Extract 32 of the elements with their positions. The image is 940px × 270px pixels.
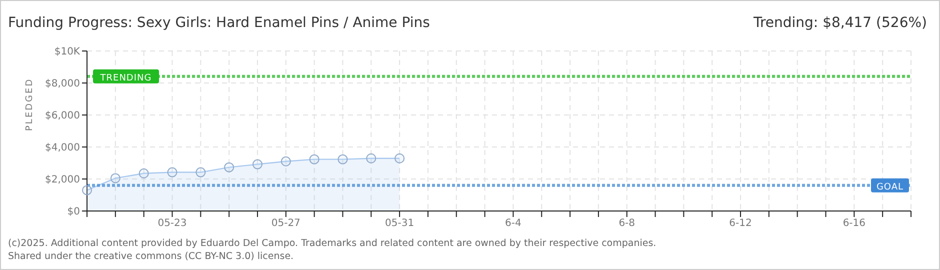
x-tick-label: 6-8	[618, 218, 636, 230]
y-axis-title: PLEDGED	[25, 78, 36, 131]
point	[366, 153, 376, 164]
y-tick-label: $0	[67, 206, 80, 218]
chart-title: Funding Progress: Sexy Girls: Hard Enamel Pins / Anime Pins	[8, 15, 430, 31]
y-tick-label: $8,000	[45, 78, 80, 90]
point	[309, 154, 320, 164]
y-tick-label: $6,000	[45, 110, 80, 122]
x-tick-label: 05-31	[385, 218, 414, 230]
point	[110, 173, 120, 184]
x-tick-label: 6-12	[729, 218, 752, 230]
y-tick-label: $4,000	[45, 142, 80, 154]
y-tick-label: $2,000	[45, 174, 80, 186]
text: (c)2025. Additional content provided by Eduardo Del Campo. Trademarks and related content are owned by their respective companies.	[8, 238, 656, 249]
x-tick-label: 05-23	[158, 218, 187, 230]
point	[394, 153, 405, 164]
text: Shared under the creative commons (CC BY-NC 3.0) license.	[8, 251, 294, 262]
y-tick-label: $10K	[54, 46, 80, 58]
point	[82, 185, 92, 196]
chart-subtitle: Trending: $8,417 (526%)	[753, 15, 927, 31]
x-tick-label: 05-27	[271, 218, 300, 230]
point	[252, 159, 262, 170]
point	[280, 156, 291, 166]
point	[138, 168, 149, 178]
x-tick-label: 6-16	[842, 218, 866, 230]
ref-line-label: TRENDING	[99, 73, 152, 84]
point	[224, 162, 234, 172]
point	[196, 167, 206, 178]
point	[338, 154, 348, 164]
ref-line-label: GOAL	[876, 182, 904, 192]
x-tick-label: 6-4	[505, 218, 522, 230]
point	[167, 167, 178, 178]
